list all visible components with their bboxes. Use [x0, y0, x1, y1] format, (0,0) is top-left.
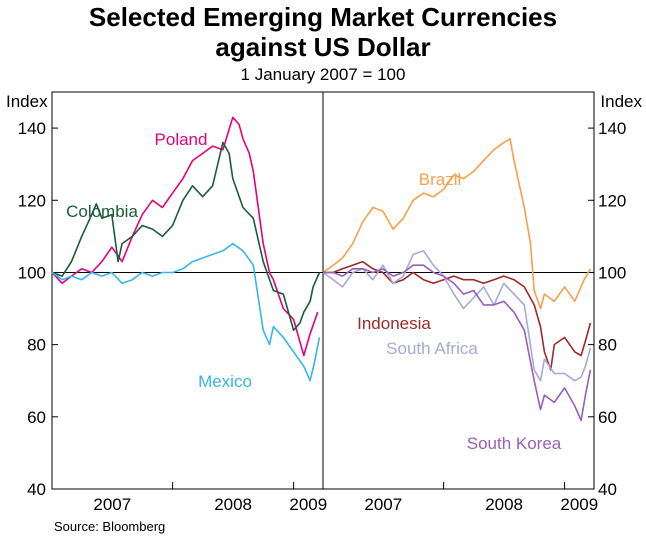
- left-y-tick-label: 100: [18, 263, 46, 282]
- right-y-tick-label: 40: [598, 480, 617, 499]
- right-y-tick-label: 60: [598, 408, 617, 427]
- series-label-south-korea: South Korea: [467, 434, 562, 453]
- x-tick-label-2008: 2008: [214, 495, 252, 514]
- left-y-tick-label: 120: [18, 191, 46, 210]
- series-label-poland: Poland: [155, 130, 208, 149]
- right-y-tick-label: 80: [598, 336, 617, 355]
- series-line-mexico: [51, 242, 321, 382]
- x-tick-label-2008: 2008: [485, 495, 523, 514]
- left-y-tick-label: 140: [18, 119, 46, 138]
- series-label-mexico: Mexico: [198, 372, 252, 391]
- right-y-tick-label: 140: [598, 119, 626, 138]
- series-lines: [51, 116, 592, 422]
- right-y-tick-label: 120: [598, 191, 626, 210]
- x-tick-label-2007: 2007: [364, 495, 402, 514]
- chart-title-line-2: against US Dollar: [215, 32, 430, 62]
- series-label-south-africa: South Africa: [386, 339, 478, 358]
- x-tick-label-2007: 2007: [93, 495, 131, 514]
- series-label-brazil: Brazil: [419, 170, 462, 189]
- left-y-tick-label: 80: [27, 336, 46, 355]
- series-line-south-africa: [322, 250, 592, 382]
- chart-subtitle: 1 January 2007 = 100: [241, 65, 406, 84]
- series-line-poland: [51, 116, 319, 357]
- plot-frame: [51, 91, 595, 490]
- series-line-south-korea: [323, 264, 592, 422]
- x-tick-label-2009: 2009: [289, 495, 327, 514]
- left-y-tick-label: 60: [27, 408, 46, 427]
- series-line-indonesia: [323, 260, 592, 371]
- series-labels: Poland Colombia Mexico Brazil Indonesia South…: [66, 130, 562, 453]
- left-y-tick-label: 40: [27, 480, 46, 499]
- series-line-brazil: [322, 138, 592, 310]
- series-line-colombia: [51, 141, 321, 332]
- left-axis-unit: Index: [6, 92, 48, 111]
- source-note: Source: Bloomberg: [54, 519, 165, 534]
- chart-title-line-1: Selected Emerging Market Currencies: [89, 2, 557, 32]
- series-label-indonesia: Indonesia: [357, 314, 431, 333]
- series-label-colombia: Colombia: [66, 202, 138, 221]
- right-axis-unit: Index: [600, 92, 642, 111]
- right-y-tick-label: 100: [598, 263, 626, 282]
- x-tick-label-2009: 2009: [560, 495, 598, 514]
